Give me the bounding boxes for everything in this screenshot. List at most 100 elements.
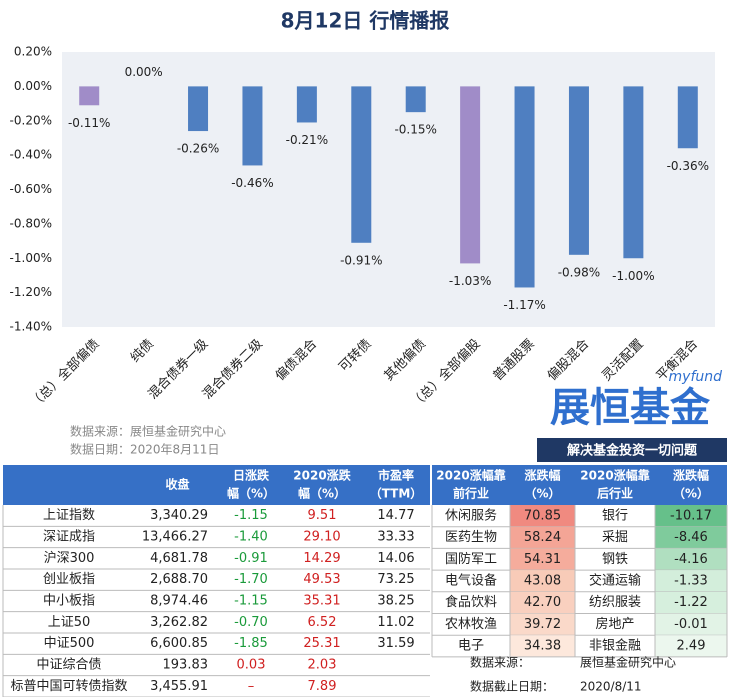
table-cell: 34.38 [524, 639, 561, 654]
logo-name: 展恒基金 [550, 385, 711, 431]
footer-value: 2020/8/11 [580, 680, 642, 694]
table-cell: 39.72 [524, 617, 561, 632]
table-cell: -1.85 [234, 636, 268, 651]
table-cell: -0.01 [674, 617, 708, 632]
table-cell: 8,974.46 [150, 594, 208, 609]
slogan-band [537, 438, 727, 462]
table-cell: 42.70 [524, 595, 561, 610]
table-cell: 创业板指 [43, 572, 95, 587]
table-cell: 43.08 [524, 573, 561, 588]
value-label: -0.91% [340, 253, 382, 267]
heat-cell [510, 591, 575, 614]
table-cell: 29.10 [303, 530, 340, 545]
y-tick-label: -0.60% [10, 182, 52, 196]
table-cell: 4,681.78 [150, 551, 208, 566]
footer-label: 数据截止日期： [470, 679, 554, 694]
table-cell: 交通运输 [589, 572, 641, 588]
table-header: （TTM） [370, 486, 423, 501]
table-cell: -4.16 [674, 552, 708, 567]
heat-cell [655, 526, 727, 549]
table-cell: 钢铁 [602, 552, 628, 567]
value-label: -0.36% [667, 159, 709, 173]
table-cell: 14.77 [377, 508, 414, 523]
table-cell: 38.25 [377, 594, 414, 609]
value-label: -0.98% [558, 265, 600, 279]
table-cell: 银行 [602, 508, 628, 523]
bar [351, 86, 372, 243]
table-header-bg [432, 465, 727, 505]
table-cell: 深证成指 [43, 530, 95, 545]
x-tick-label: 灵活配置 [599, 337, 646, 384]
table-cell: 食品饮料 [445, 594, 497, 610]
heat-cell [655, 548, 727, 571]
table-cell: 上证指数 [43, 508, 95, 523]
x-tick-label: （总）全部偏债 [27, 336, 103, 412]
table-header: 幅（%） [298, 486, 346, 501]
y-tick-label: -0.40% [10, 148, 52, 162]
table-cell: -1.70 [234, 572, 268, 587]
value-label: -1.00% [612, 269, 654, 283]
y-tick-label: -0.80% [10, 216, 52, 230]
table-cell: 休闲服务 [445, 507, 497, 523]
table-cell: 中小板指 [43, 594, 95, 609]
table-cell: 2.03 [308, 658, 337, 673]
table-cell: -10.17 [670, 508, 712, 523]
table-cell: 25.31 [303, 636, 340, 651]
table-cell: 2.49 [677, 639, 706, 654]
table-header: 2020涨幅靠 [580, 468, 649, 483]
table-cell: 上证50 [48, 615, 91, 630]
table-header: 收盘 [165, 477, 189, 492]
bar [514, 86, 535, 288]
heat-cell [510, 635, 575, 657]
table-cell: 35.31 [303, 594, 340, 609]
table-cell: 73.25 [377, 572, 414, 587]
table-cell: 医药生物 [445, 530, 497, 545]
value-label: -0.46% [231, 176, 273, 190]
heat-cell [655, 613, 727, 636]
table-cell: 70.85 [524, 508, 561, 523]
table-cell: 3,340.29 [150, 508, 208, 523]
title: 8月12日 行情播报 [281, 9, 450, 33]
x-tick-label: 其他偏债 [382, 337, 429, 384]
y-tick-label: -0.20% [10, 113, 52, 127]
y-tick-label: -1.40% [10, 320, 52, 334]
table-cell: 6.52 [308, 615, 337, 630]
heat-cell [510, 526, 575, 549]
table-header: 后行业 [597, 486, 633, 501]
bar [79, 86, 100, 106]
table-cell: -0.70 [234, 615, 268, 630]
bar [677, 86, 698, 149]
table-cell: 58.24 [524, 530, 561, 545]
table-cell: -1.15 [234, 508, 268, 523]
y-tick-label: -1.00% [10, 251, 52, 265]
x-tick-label: 可转债 [336, 337, 374, 375]
table-header: 幅（%） [227, 486, 275, 501]
table-header: 2020涨跌 [293, 468, 351, 483]
footer-label: 数据来源： [470, 655, 530, 670]
y-tick-label: -1.20% [10, 285, 52, 299]
bar [460, 86, 481, 264]
table-cell: 国防军工 [445, 551, 497, 567]
table-header: （%） [524, 486, 560, 501]
value-label: -0.11% [68, 116, 110, 130]
table-cell: 非银金融 [589, 638, 641, 654]
bar [188, 86, 209, 132]
table-cell: 14.29 [303, 551, 340, 566]
table-header: 前行业 [453, 486, 489, 501]
heat-cell [510, 570, 575, 592]
footer-value: 展恒基金研究中心 [580, 655, 676, 670]
table-cell: 沪深300 [44, 550, 95, 566]
table-cell: 193.83 [163, 658, 209, 673]
table-cell: -1.22 [674, 595, 708, 610]
value-label: 0.00% [125, 65, 163, 79]
y-tick-label: 0.20% [14, 45, 52, 59]
value-label: -0.15% [394, 123, 436, 137]
table-cell: -1.40 [234, 530, 268, 545]
table-cell: 49.53 [303, 572, 340, 587]
table-cell: 3,262.82 [150, 615, 208, 630]
table-cell: 31.59 [377, 636, 414, 651]
table-header: 2020涨幅靠 [436, 468, 505, 483]
value-label: -1.03% [449, 274, 491, 288]
